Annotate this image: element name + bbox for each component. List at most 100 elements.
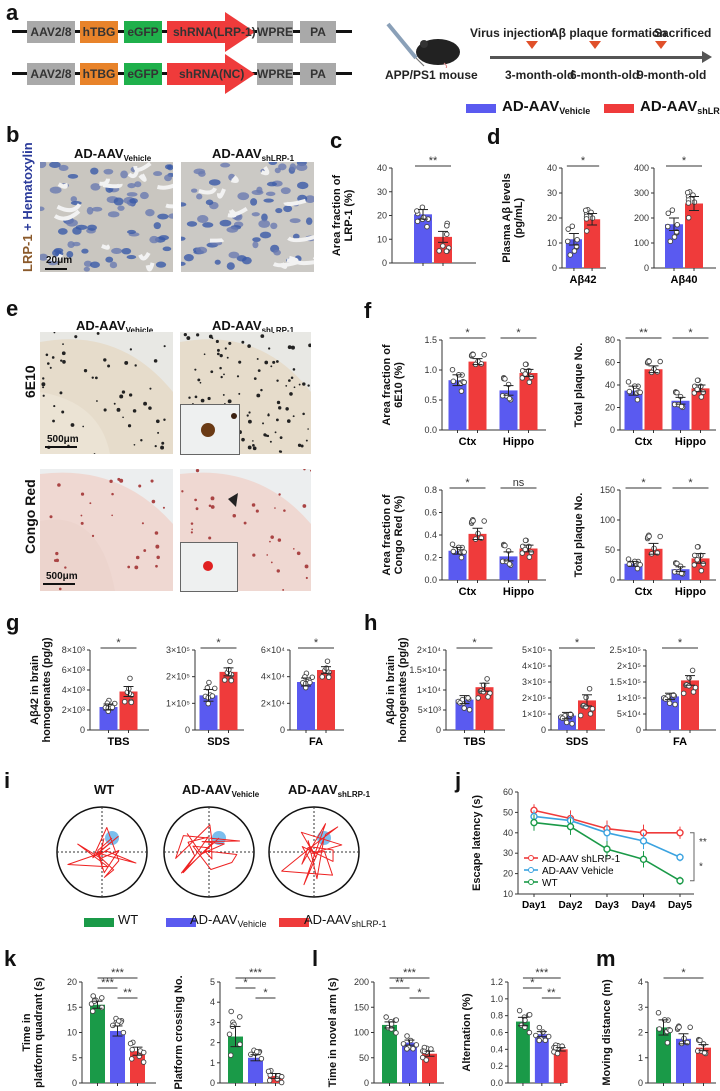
data-point: [690, 689, 697, 695]
plaque-dot: [283, 509, 286, 512]
significance-label: ***: [111, 967, 125, 979]
nucleus: [214, 259, 221, 265]
panel-label-c: c: [330, 128, 343, 153]
plaque-dot: [251, 503, 256, 507]
y-tick-label: 0.6: [424, 508, 437, 518]
legend-marker: [528, 879, 534, 885]
plaque-dot: [116, 407, 121, 412]
y-tick-label: 20: [547, 213, 557, 223]
nucleus: [139, 191, 149, 200]
bar-wt: [382, 1024, 397, 1083]
plaque-dot: [133, 443, 136, 446]
data-point: [419, 1054, 426, 1061]
plaque-dot: [282, 588, 285, 591]
nucleus: [205, 199, 214, 206]
data-point: [586, 685, 593, 692]
data-point: [665, 210, 672, 217]
plaque-dot: [195, 469, 200, 473]
x-tick-label: FA: [309, 736, 323, 748]
plaque-dot: [138, 484, 142, 488]
plaque-dot: [155, 564, 158, 568]
y-axis-label: Area fraction of: [331, 175, 343, 257]
bar-wt: [90, 1004, 105, 1083]
plaque-dot: [199, 381, 202, 384]
plaque-dot: [134, 364, 137, 367]
data-point: [502, 542, 508, 549]
data-point: [577, 712, 584, 719]
mouse-label: APP/PS1 mouse: [385, 68, 478, 82]
plaque-dot: [286, 419, 291, 423]
plaque-dot: [49, 515, 53, 519]
nucleus: [220, 162, 231, 168]
plaque-dot: [226, 356, 229, 359]
x-tick-label: Ctx: [459, 436, 478, 448]
nucleus: [228, 251, 240, 259]
data-point: [458, 554, 465, 561]
y-tick-label: 0: [382, 258, 387, 268]
nucleus: [164, 174, 172, 182]
y-tick-label: 0.8: [490, 1011, 503, 1021]
plaque-dot: [113, 402, 116, 405]
plaque-dot: [163, 345, 166, 348]
data-point: [226, 1031, 233, 1038]
nucleus: [196, 193, 203, 200]
y-tick-label: 2×10⁴: [417, 645, 441, 655]
plaque-dot: [216, 348, 220, 352]
panel-label-g: g: [6, 610, 20, 635]
plaque-dot: [248, 411, 251, 414]
plaque-dot: [194, 395, 198, 399]
data-point: [480, 688, 487, 695]
y-tick-label: 4: [638, 977, 643, 987]
plaque-dot: [82, 425, 85, 428]
nucleus: [66, 219, 78, 227]
panel-label-k: k: [4, 946, 17, 971]
plaque-dot: [274, 507, 276, 509]
significance-label: *: [116, 637, 121, 649]
data-point: [99, 995, 105, 1001]
y-tick-label: 0: [72, 1078, 77, 1088]
nucleus: [270, 222, 278, 230]
plaque-dot: [238, 360, 242, 364]
plaque-dot: [52, 419, 55, 423]
series-wt-point: [676, 877, 684, 885]
bar-vehicle: [448, 550, 467, 580]
data-point: [449, 541, 456, 547]
nucleus: [83, 260, 92, 267]
y-tick-label: 0: [552, 263, 557, 273]
e-title-shlrp: AD-AAVshLRP-1: [212, 318, 295, 335]
y-tick-label: 150: [354, 1002, 369, 1012]
swim-trajectory: [67, 826, 137, 878]
timeline-age-9: 9-month-old: [637, 68, 707, 82]
data-point: [567, 252, 573, 258]
legend-swatch-vehicle: [466, 104, 496, 113]
sinusoid: [165, 203, 173, 209]
data-point: [691, 390, 698, 396]
x-tick-label: Ctx: [459, 586, 478, 598]
significance-label: ***: [403, 967, 417, 979]
y-tick-label: 2×10⁴: [261, 698, 285, 708]
y-tick-label: 20: [605, 403, 615, 413]
data-point: [444, 231, 450, 237]
y-tick-label: 50: [359, 1053, 369, 1063]
marker-triangle-icon: [589, 41, 601, 49]
plaque-dot: [64, 566, 67, 569]
plaque-dot: [80, 514, 83, 517]
plaque-dot: [62, 343, 64, 346]
nucleus: [111, 247, 123, 255]
nucleus: [292, 233, 300, 240]
plaque-dot: [289, 392, 293, 396]
significance-label: *: [530, 977, 535, 989]
x-tick-label: Aβ40: [671, 274, 698, 286]
y-tick-label: 40: [377, 163, 387, 173]
bar-shlrp: [317, 670, 335, 730]
y-tick-label: 200: [354, 977, 369, 987]
data-point: [701, 1050, 708, 1056]
data-point: [657, 533, 663, 540]
y-axis-label: LRP-1 (%): [343, 189, 355, 241]
plaque-dot: [276, 360, 279, 363]
y-axis-label: 6E10 (%): [393, 362, 405, 408]
plaque-dot: [264, 360, 269, 365]
x-tick-label: TBS: [464, 736, 486, 748]
data-point: [254, 1048, 260, 1055]
y-tick-label: 80: [605, 335, 615, 345]
